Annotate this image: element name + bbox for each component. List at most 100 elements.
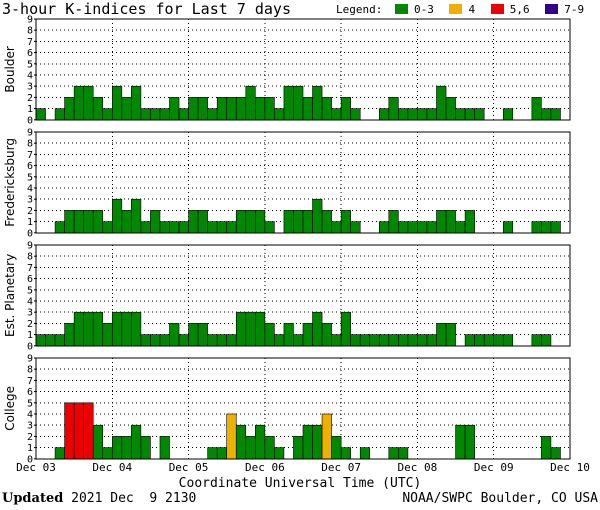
k-index-bar-est-planetary — [159, 334, 170, 347]
k-index-bar-fredericksburg — [455, 221, 466, 234]
y-tick-label: 8 — [27, 252, 33, 263]
k-index-bar-boulder — [264, 97, 275, 121]
legend-label: Legend: — [336, 3, 383, 16]
k-index-bar-college — [388, 447, 399, 460]
updated-label: Updated — [2, 491, 64, 506]
k-index-bar-boulder — [474, 108, 485, 121]
k-index-bar-fredericksburg — [398, 221, 409, 234]
k-index-bar-est-planetary — [407, 334, 418, 347]
k-index-bar-est-planetary — [197, 323, 208, 347]
k-index-bar-boulder — [140, 108, 151, 121]
k-index-bar-fredericksburg — [169, 221, 180, 234]
k-index-bar-fredericksburg — [92, 210, 104, 234]
y-tick-label: 2 — [27, 319, 33, 330]
k-index-bar-college — [73, 402, 84, 460]
y-tick-label: 1 — [27, 217, 33, 228]
k-index-bar-boulder — [398, 108, 409, 121]
k-index-bar-college — [464, 424, 475, 460]
k-index-bar-fredericksburg — [293, 210, 304, 234]
k-index-bar-est-planetary — [398, 334, 409, 347]
k-index-bar-boulder — [83, 85, 94, 121]
k-index-bar-college — [293, 436, 304, 460]
y-tick-label: 3 — [27, 308, 33, 319]
k-index-bar-boulder — [131, 85, 142, 121]
k-index-bar-fredericksburg — [73, 210, 84, 234]
legend-item-label: 4 — [468, 3, 476, 16]
k-index-bar-college — [235, 424, 247, 460]
y-tick-label: 1 — [27, 443, 33, 454]
k-index-bar-est-planetary — [255, 311, 266, 347]
k-index-bar-boulder — [111, 85, 123, 121]
k-index-bar-college — [541, 436, 552, 460]
k-index-bar-fredericksburg — [255, 210, 266, 234]
k-index-bar-est-planetary — [312, 311, 323, 347]
y-tick-label: 6 — [27, 387, 33, 398]
k-index-bar-boulder — [550, 108, 561, 121]
k-index-bar-fredericksburg — [140, 221, 151, 234]
k-index-bar-est-planetary — [245, 311, 256, 347]
y-tick-label: 0 — [27, 228, 33, 239]
k-index-bar-college — [340, 447, 351, 460]
k-index-bar-boulder — [340, 97, 351, 121]
legend-swatch-4 — [449, 4, 463, 14]
x-tick-label: Dec 06 — [245, 461, 285, 474]
y-tick-label: 5 — [27, 172, 33, 183]
k-index-bar-fredericksburg — [531, 221, 542, 234]
k-index-bar-college — [359, 447, 371, 460]
k-index-bar-est-planetary — [150, 334, 161, 347]
k-index-bar-fredericksburg — [378, 221, 390, 234]
k-index-bar-est-planetary — [102, 323, 113, 347]
k-index-bar-college — [121, 436, 132, 460]
k-index-bar-est-planetary — [321, 323, 332, 347]
plot-frame — [35, 18, 571, 121]
y-tick-label: 9 — [27, 15, 33, 26]
y-tick-label: 3 — [27, 195, 33, 206]
legend-swatch-0-3 — [394, 4, 408, 14]
legend-swatch-5-6 — [490, 4, 504, 14]
k-index-bar-boulder — [436, 85, 447, 121]
k-index-bar-college — [264, 436, 275, 460]
k-index-bar-est-planetary — [121, 311, 132, 347]
y-tick-label: 6 — [27, 274, 33, 285]
k-index-bar-boulder — [35, 108, 46, 121]
k-index-bar-est-planetary — [216, 334, 228, 347]
k-index-bar-fredericksburg — [436, 210, 447, 234]
x-tick-label: Dec 05 — [169, 461, 209, 474]
k-index-bar-est-planetary — [226, 334, 237, 347]
k-index-bar-boulder — [541, 108, 552, 121]
panel-label-est-planetary: Est. Planetary — [3, 254, 17, 337]
k-index-bar-fredericksburg — [407, 221, 418, 234]
k-index-bar-fredericksburg — [121, 210, 132, 234]
k-index-bar-boulder — [54, 108, 65, 121]
k-index-bar-boulder — [255, 97, 266, 121]
y-tick-label: 5 — [27, 398, 33, 409]
y-tick-label: 0 — [27, 115, 33, 126]
k-index-bar-boulder — [245, 85, 256, 121]
y-tick-label: 5 — [27, 59, 33, 70]
k-index-bar-fredericksburg — [159, 221, 170, 234]
y-tick-label: 9 — [27, 354, 33, 365]
plot-frame — [35, 357, 571, 460]
k-index-bar-boulder — [388, 97, 399, 121]
k-index-bar-college — [274, 447, 285, 460]
k-index-bar-boulder — [464, 108, 475, 121]
k-index-bar-boulder — [207, 108, 218, 121]
k-index-bar-est-planetary — [207, 334, 218, 347]
k-index-bar-boulder — [226, 97, 237, 121]
y-tick-label: 4 — [27, 184, 33, 195]
y-tick-label: 8 — [27, 26, 33, 37]
k-index-bar-est-planetary — [92, 311, 104, 347]
y-tick-label: 6 — [27, 48, 33, 59]
k-index-bar-est-planetary — [302, 323, 313, 347]
updated-value: 2021 Dec 9 2130 — [71, 491, 197, 506]
k-index-bar-boulder — [197, 97, 208, 121]
k-index-bar-fredericksburg — [150, 210, 161, 234]
k-index-bar-fredericksburg — [283, 210, 294, 234]
k-index-bar-est-planetary — [188, 323, 199, 347]
chart-title: 3-hour K-indices for Last 7 days — [2, 0, 291, 18]
k-index-bar-fredericksburg — [111, 198, 123, 234]
k-index-bar-boulder — [92, 97, 104, 121]
k-index-bar-college — [398, 447, 409, 460]
y-tick-label: 2 — [27, 432, 33, 443]
k-index-bar-est-planetary — [45, 334, 56, 347]
